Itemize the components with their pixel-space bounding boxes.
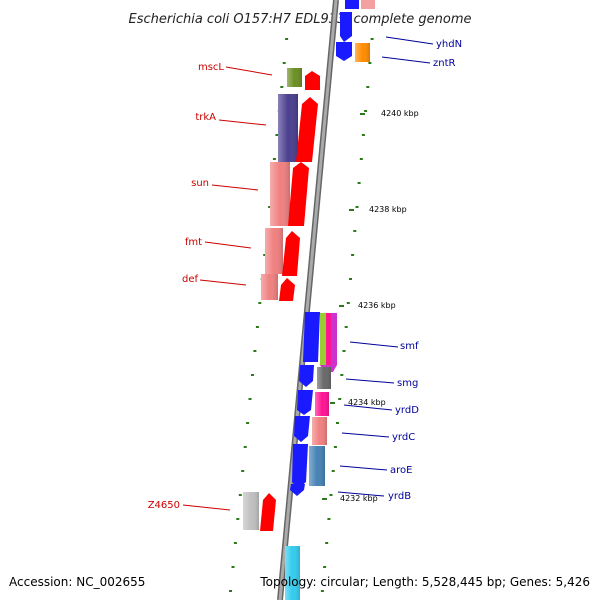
tick-dot <box>346 302 350 304</box>
gene-def[interactable] <box>261 274 295 301</box>
left-genes <box>243 68 320 531</box>
tick-dot <box>353 230 357 232</box>
label-aroe[interactable]: aroE <box>390 465 412 476</box>
tick-dot <box>340 374 344 376</box>
tick-dot <box>323 566 327 568</box>
tick-dot <box>246 422 250 424</box>
right-leaders <box>337 36 434 497</box>
tick-dot <box>327 518 331 520</box>
accession-text: Accession: NC_002655 <box>9 575 146 589</box>
gene-yrdd[interactable] <box>315 392 329 416</box>
tick-dot <box>331 470 335 472</box>
gene-mscl[interactable] <box>287 68 320 90</box>
tick-dot <box>231 566 235 568</box>
right-genes <box>285 0 375 600</box>
tick-dot <box>370 38 374 40</box>
tick-dot <box>233 542 237 544</box>
tick-dot <box>238 494 242 496</box>
tick-dot <box>263 254 267 256</box>
label-z4650[interactable]: Z4650 <box>148 500 180 511</box>
label-yrdc[interactable]: yrdC <box>392 432 415 443</box>
tick-dot <box>236 518 240 520</box>
label-yrdd[interactable]: yrdD <box>395 405 419 416</box>
left-leaders <box>182 66 273 511</box>
tick-dot <box>241 470 245 472</box>
kbp-label: 4234 kbp <box>348 398 386 407</box>
gene-yrdc[interactable] <box>312 417 327 445</box>
tick-dot <box>361 134 365 136</box>
genome-backbone <box>277 0 339 600</box>
map-title: Escherichia coli O157:H7 EDL933, complet… <box>129 12 472 27</box>
tick-dot <box>357 182 361 184</box>
gene-aroe[interactable] <box>309 446 325 486</box>
tick-dot <box>351 254 355 256</box>
label-yhdn[interactable]: yhdN <box>436 39 462 50</box>
tick-dot <box>336 422 339 424</box>
tick-dot <box>342 350 346 352</box>
tick-dot <box>275 134 279 136</box>
label-sun[interactable]: sun <box>191 178 209 189</box>
tick-dot <box>366 86 370 88</box>
kbp-label: 4236 kbp <box>358 301 396 310</box>
gene-smg[interactable] <box>317 367 331 389</box>
tick-dot <box>368 62 372 64</box>
tick-dot <box>253 350 257 352</box>
kbp-label: 4232 kbp <box>340 494 378 503</box>
gene-trka[interactable] <box>278 94 318 162</box>
tick-major <box>339 305 344 307</box>
label-yrdb[interactable]: yrdB <box>388 491 411 502</box>
label-smf[interactable]: smf <box>400 341 419 352</box>
tick-dot <box>359 158 363 160</box>
tick-dot <box>285 38 289 40</box>
gene-smf[interactable] <box>320 313 337 372</box>
gene-sun[interactable] <box>270 162 309 226</box>
gene-fmt[interactable] <box>265 228 300 276</box>
label-trka[interactable]: trkA <box>195 112 216 123</box>
tick-major <box>360 113 365 115</box>
tick-dot <box>344 326 348 328</box>
tick-dot <box>282 62 286 64</box>
gene-blue-stack[interactable] <box>290 312 320 496</box>
gene-zntr[interactable] <box>355 43 370 62</box>
tick-major <box>349 209 354 211</box>
position-ticks <box>229 38 374 592</box>
label-mscl[interactable]: mscL <box>198 62 224 73</box>
gene-z4650[interactable] <box>243 492 276 531</box>
kbp-label: 4238 kbp <box>369 205 407 214</box>
tick-dot <box>272 158 276 160</box>
label-zntr[interactable]: zntR <box>433 58 456 69</box>
tick-dot <box>355 206 359 208</box>
tick-dot <box>255 326 259 328</box>
tick-dot <box>338 398 342 400</box>
label-fmt[interactable]: fmt <box>185 237 202 248</box>
tick-major <box>330 402 335 404</box>
tick-dot <box>251 374 254 376</box>
tick-dot <box>329 494 333 496</box>
tick-dot <box>333 446 337 448</box>
tick-dot <box>349 278 352 280</box>
label-smg[interactable]: smg <box>397 378 418 389</box>
label-def[interactable]: def <box>182 274 199 285</box>
tick-dot <box>364 110 368 112</box>
tick-dot <box>268 206 272 208</box>
topology-text: Topology: circular; Length: 5,528,445 bp… <box>260 575 590 589</box>
tick-dot <box>258 302 262 304</box>
gene-yhdn[interactable] <box>340 12 352 42</box>
gene-bottom-cyan[interactable] <box>285 546 300 600</box>
kbp-labels: 4240 kbp 4238 kbp 4236 kbp 4234 kbp 4232… <box>340 109 419 503</box>
tick-dot <box>229 590 232 592</box>
left-labels: mscL trkA sun fmt def Z4650 <box>148 62 225 511</box>
right-labels: yhdN zntR smf smg yrdD yrdC aroE yrdB <box>388 39 462 502</box>
kbp-label: 4240 kbp <box>381 109 419 118</box>
tick-dot <box>280 86 284 88</box>
tick-dot <box>320 590 324 592</box>
tick-dot <box>243 446 247 448</box>
gene-yhdn-b[interactable] <box>336 42 352 61</box>
gene-top-partial[interactable] <box>345 0 375 9</box>
tick-dot <box>248 398 252 400</box>
tick-dot <box>325 542 329 544</box>
tick-major <box>322 498 327 500</box>
